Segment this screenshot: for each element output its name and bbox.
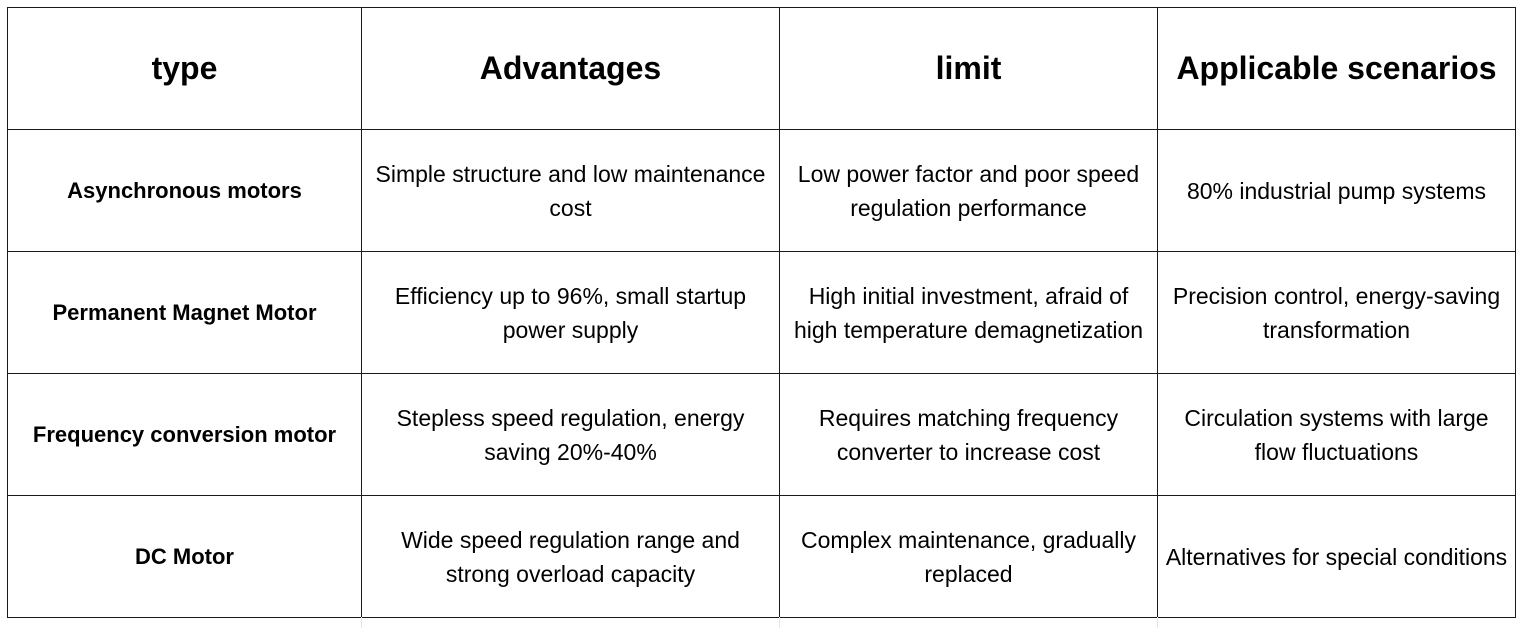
advantages-cell: Stepless speed regulation, energy saving… — [361, 373, 780, 496]
table-row: DC Motor Wide speed regulation range and… — [7, 495, 1516, 618]
type-cell: Permanent Magnet Motor — [7, 251, 362, 374]
limit-cell: Low power factor and poor speed regulati… — [779, 129, 1158, 252]
limit-cell: Requires matching frequency converter to… — [779, 373, 1158, 496]
table-row: Frequency conversion motor Stepless spee… — [7, 373, 1516, 496]
scenarios-cell: Alternatives for special conditions — [1157, 495, 1516, 618]
table-row: Permanent Magnet Motor Efficiency up to … — [7, 251, 1516, 374]
scenarios-cell: Precision control, energy-saving transfo… — [1157, 251, 1516, 374]
grid-tail-line — [361, 617, 362, 628]
header-type: type — [7, 7, 362, 130]
type-cell: DC Motor — [7, 495, 362, 618]
table-row: Asynchronous motors Simple structure and… — [7, 129, 1516, 252]
limit-cell: High initial investment, afraid of high … — [779, 251, 1158, 374]
motor-comparison-table: type Advantages limit Applicable scenari… — [7, 7, 1516, 618]
advantages-cell: Efficiency up to 96%, small startup powe… — [361, 251, 780, 374]
scenarios-cell: 80% industrial pump systems — [1157, 129, 1516, 252]
table-body: Asynchronous motors Simple structure and… — [7, 129, 1516, 618]
header-applicable-scenarios: Applicable scenarios — [1157, 7, 1516, 130]
type-cell: Asynchronous motors — [7, 129, 362, 252]
header-row: type Advantages limit Applicable scenari… — [7, 7, 1516, 130]
header-limit: limit — [779, 7, 1158, 130]
scenarios-cell: Circulation systems with large flow fluc… — [1157, 373, 1516, 496]
header-advantages: Advantages — [361, 7, 780, 130]
table-header: type Advantages limit Applicable scenari… — [7, 7, 1516, 130]
grid-tail-line — [779, 617, 780, 628]
grid-tail-line — [1157, 617, 1158, 628]
limit-cell: Complex maintenance, gradually replaced — [779, 495, 1158, 618]
advantages-cell: Wide speed regulation range and strong o… — [361, 495, 780, 618]
advantages-cell: Simple structure and low maintenance cos… — [361, 129, 780, 252]
type-cell: Frequency conversion motor — [7, 373, 362, 496]
